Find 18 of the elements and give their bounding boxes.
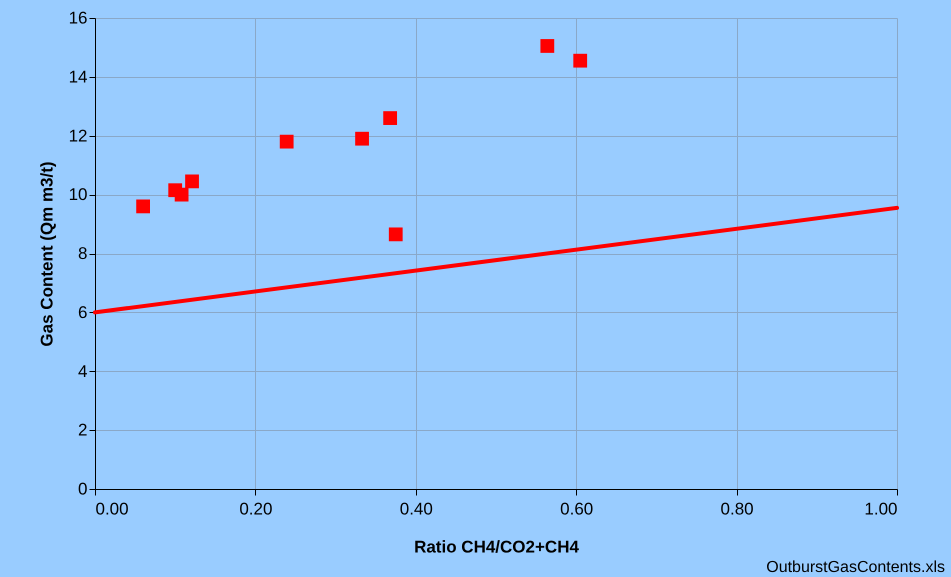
x-tick-label: 0.00 xyxy=(96,500,129,518)
y-tick-label: 10 xyxy=(68,185,88,204)
x-tick-label: 0.40 xyxy=(400,500,433,518)
y-tick-label: 12 xyxy=(68,126,88,146)
y-tick-label: 6 xyxy=(78,302,88,322)
x-tick-label: 0.80 xyxy=(720,500,754,518)
x-tick-label: 1.00 xyxy=(864,500,898,518)
y-tick-label: 14 xyxy=(68,67,88,86)
text: OutburstGasContents.xls xyxy=(766,559,945,577)
x-tick-label: 0.20 xyxy=(239,500,272,518)
y-tick-label: 8 xyxy=(78,244,88,263)
y-tick-label: 4 xyxy=(78,362,88,381)
y-axis-title: Gas Content (Qm m3/t) xyxy=(38,161,57,347)
y-tick-label: 2 xyxy=(78,420,88,440)
y-tick-label: 0 xyxy=(78,480,88,498)
x-tick-label: 0.60 xyxy=(560,500,594,518)
y-tick-label: 16 xyxy=(68,8,88,28)
x-axis-title: Ratio CH4/CO2+CH4 xyxy=(414,538,580,556)
